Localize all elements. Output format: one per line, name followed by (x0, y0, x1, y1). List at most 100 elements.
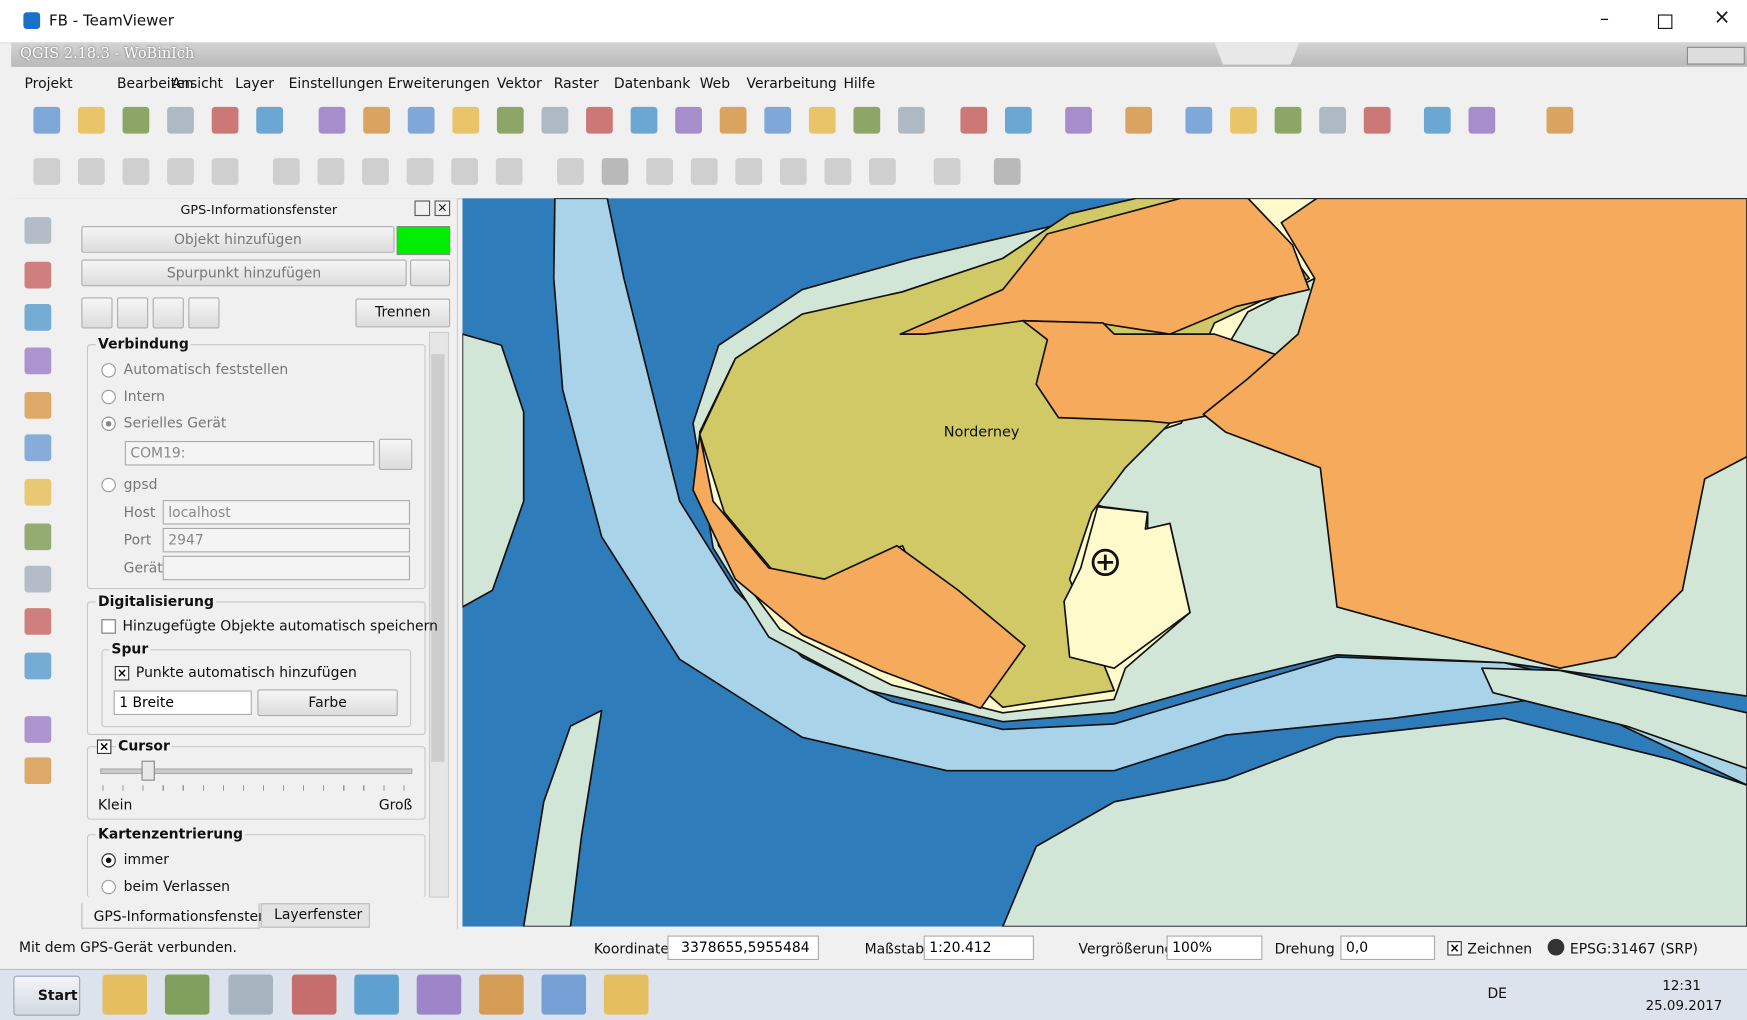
taskbar-app[interactable] (416, 974, 462, 1015)
scrollbar-thumb[interactable] (431, 354, 445, 762)
toolbar-icon[interactable] (1274, 106, 1302, 134)
taskbar-app[interactable] (541, 974, 587, 1015)
device-input[interactable] (162, 555, 411, 581)
menu-item[interactable]: Raster (553, 74, 599, 92)
slider-handle[interactable] (141, 760, 155, 781)
toolbar-icon[interactable] (495, 158, 523, 185)
width-spinbox[interactable]: 1 Breite (113, 690, 252, 715)
toolbar-icon[interactable] (735, 158, 763, 185)
minimize-button[interactable]: – (1599, 7, 1609, 29)
toolbar-icon[interactable] (1065, 106, 1092, 134)
menu-item[interactable]: Hilfe (843, 74, 876, 92)
toolbar-icon[interactable] (33, 158, 61, 185)
toolbar-icon[interactable] (33, 106, 61, 134)
toolbar-icon[interactable] (1546, 106, 1574, 134)
checkbox[interactable]: × (1447, 941, 1462, 956)
taskbar-app[interactable] (291, 974, 337, 1015)
toolbar-icon[interactable] (933, 158, 961, 185)
tab[interactable] (260, 903, 370, 928)
toolbar-icon[interactable] (601, 158, 629, 185)
tool-icon[interactable] (24, 304, 52, 331)
taskbar-app[interactable] (102, 974, 148, 1015)
refresh-button[interactable] (378, 438, 413, 470)
checkbox[interactable]: × (114, 665, 130, 681)
rotation-spinbox[interactable]: 0,0 (1340, 935, 1436, 961)
radio[interactable] (101, 363, 116, 378)
language-indicator[interactable]: DE (1487, 984, 1507, 1002)
toolbar-icon[interactable] (586, 106, 613, 134)
toolbar-icon[interactable] (557, 158, 584, 185)
toolbar-icon[interactable] (646, 158, 673, 185)
tool-icon[interactable] (24, 217, 52, 244)
toolbar-icon[interactable] (1005, 106, 1032, 134)
toolbar-icon[interactable] (630, 106, 658, 134)
menu-item[interactable]: Projekt (24, 74, 73, 92)
toolbar-icon[interactable] (167, 106, 194, 134)
toolbar-icon[interactable] (362, 158, 389, 185)
taskbar-app[interactable] (479, 974, 524, 1015)
toolbar-icon[interactable] (779, 158, 807, 185)
toolbar-icon[interactable] (496, 106, 524, 134)
toolbar-icon[interactable] (1319, 106, 1346, 134)
toolbar-icon[interactable] (272, 158, 300, 185)
toolbar-icon[interactable] (77, 106, 105, 134)
toolbar-icon[interactable] (1125, 106, 1153, 134)
tab-active[interactable] (81, 903, 260, 929)
radio[interactable] (101, 477, 116, 493)
menu-item[interactable]: Einstellungen (288, 74, 384, 92)
toolbar-icon[interactable] (690, 158, 718, 185)
crs-label[interactable]: EPSG:31467 (SRP) (1569, 939, 1698, 957)
track-button[interactable] (410, 259, 451, 287)
toolbar-icon[interactable] (77, 158, 105, 185)
taskbar-app[interactable] (164, 974, 210, 1015)
checkbox[interactable] (101, 619, 116, 634)
toolbar-icon[interactable] (363, 106, 390, 134)
toolbar-icon[interactable] (808, 106, 836, 134)
tool-icon[interactable] (24, 347, 52, 375)
checkbox[interactable]: × (96, 739, 112, 754)
toolbar-icon[interactable] (869, 158, 896, 185)
toolbar-icon[interactable] (1363, 106, 1391, 134)
tool-icon[interactable] (24, 523, 52, 551)
taskbar-app[interactable] (354, 974, 399, 1015)
tool-icon[interactable] (24, 608, 52, 635)
color-button[interactable]: Farbe (257, 689, 398, 717)
tab-icon[interactable] (81, 297, 113, 329)
toolbar-icon[interactable] (675, 106, 702, 134)
close-button[interactable]: × (1713, 5, 1731, 29)
menu-item[interactable]: Vektor (496, 74, 542, 92)
taskbar-app[interactable] (603, 974, 649, 1015)
panel-close[interactable]: × (434, 200, 451, 217)
radio[interactable] (101, 389, 116, 405)
toolbar-icon[interactable] (167, 158, 194, 185)
toolbar-icon[interactable] (256, 106, 284, 134)
crs-icon[interactable] (1547, 938, 1565, 956)
toolbar-icon[interactable] (1185, 106, 1213, 134)
coordinate-field[interactable]: 3378655,5955484 (667, 935, 819, 961)
menu-item[interactable]: Web (699, 74, 731, 92)
toolbar-icon[interactable] (898, 106, 925, 134)
menu-item[interactable]: Bearbeiten (116, 74, 194, 92)
port-input[interactable]: 2947 (162, 527, 411, 553)
taskbar-app[interactable] (228, 974, 273, 1015)
menu-item[interactable]: Datenbank (613, 74, 691, 92)
disconnect-button[interactable]: Trennen (355, 298, 451, 328)
tool-icon[interactable] (24, 478, 52, 506)
toolbar-icon[interactable] (824, 158, 852, 185)
menu-item[interactable]: Erweiterungen (387, 74, 490, 92)
radio-selected[interactable] (101, 853, 116, 868)
toolbar-icon[interactable] (211, 106, 239, 134)
map-canvas[interactable]: Norderney (462, 198, 1747, 927)
magnifier-spinbox[interactable]: 100% (1166, 935, 1263, 961)
toolbar-icon[interactable] (1230, 106, 1257, 134)
tool-icon[interactable] (24, 757, 52, 785)
radio-selected[interactable] (101, 416, 116, 432)
tool-icon[interactable] (24, 652, 52, 680)
toolbar-icon[interactable] (318, 106, 346, 134)
tool-icon[interactable] (24, 434, 52, 462)
tab-icon[interactable] (188, 297, 220, 329)
toolbar-icon[interactable] (452, 106, 480, 134)
tool-icon[interactable] (24, 716, 52, 743)
tool-icon[interactable] (24, 261, 52, 289)
toolbar-icon[interactable] (317, 158, 345, 185)
